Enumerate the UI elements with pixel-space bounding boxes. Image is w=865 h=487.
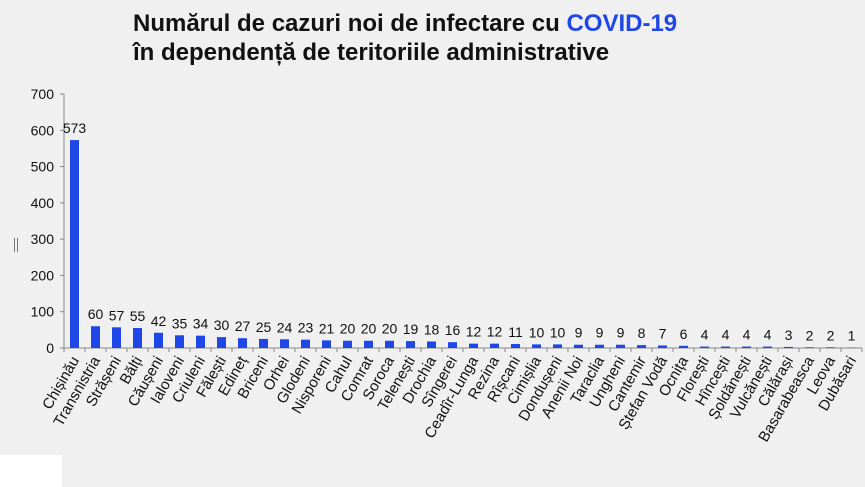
- y-tick-label: 500: [31, 159, 55, 175]
- bar: [784, 346, 793, 348]
- data-label: 30: [214, 317, 230, 333]
- data-label: 21: [319, 320, 335, 336]
- bar: [553, 344, 562, 348]
- y-tick-label: 0: [46, 340, 54, 356]
- data-label: 4: [764, 327, 772, 343]
- bar: [448, 342, 457, 348]
- data-label: 573: [63, 120, 87, 136]
- axis-marker: [14, 238, 18, 252]
- bar: [280, 339, 289, 348]
- data-label: 4: [722, 327, 730, 343]
- bar: [742, 346, 751, 348]
- y-tick-label: 400: [31, 195, 55, 211]
- bar: [112, 327, 121, 348]
- data-label: 12: [487, 324, 503, 340]
- bar: [658, 345, 667, 348]
- bar: [427, 341, 436, 348]
- corner-background: [0, 455, 62, 487]
- bar: [700, 346, 709, 348]
- y-tick-label: 700: [31, 86, 55, 102]
- bar: [469, 343, 478, 348]
- y-tick-label: 100: [31, 304, 55, 320]
- data-label: 9: [617, 325, 625, 341]
- data-label: 10: [529, 324, 545, 340]
- data-label: 42: [151, 313, 167, 329]
- bar: [70, 140, 79, 348]
- title-prefix: Numărul de cazuri noi de infectare cu: [133, 10, 567, 37]
- bar: [238, 338, 247, 348]
- data-label: 12: [466, 324, 482, 340]
- bar: [574, 344, 583, 348]
- y-tick-label: 600: [31, 122, 55, 138]
- data-label: 20: [382, 321, 398, 337]
- data-label: 9: [596, 325, 604, 341]
- data-label: 24: [277, 319, 293, 335]
- bar: [364, 340, 373, 348]
- data-label: 7: [659, 325, 667, 341]
- bar: [763, 346, 772, 348]
- bar: [406, 341, 415, 348]
- data-label: 9: [575, 325, 583, 341]
- bar: [175, 335, 184, 348]
- y-tick-label: 300: [31, 231, 55, 247]
- data-label: 55: [130, 308, 146, 324]
- bar: [721, 346, 730, 348]
- chart-title: Numărul de cazuri noi de infectare cu CO…: [133, 9, 677, 67]
- bar: [154, 332, 163, 348]
- data-label: 1: [848, 328, 856, 344]
- data-label: 4: [743, 327, 751, 343]
- bar: [217, 337, 226, 348]
- data-label: 57: [109, 307, 125, 323]
- bar: [679, 345, 688, 348]
- bar: [532, 344, 541, 348]
- bar: [511, 344, 520, 348]
- title-highlight: COVID-19: [566, 10, 678, 37]
- title-line-1: Numărul de cazuri noi de infectare cu CO…: [133, 9, 677, 38]
- data-label: 2: [806, 327, 814, 343]
- bar: [196, 335, 205, 348]
- y-tick-label: 200: [31, 267, 55, 283]
- title-line-2: în dependență de teritoriile administrat…: [133, 39, 610, 66]
- data-label: 27: [235, 318, 251, 334]
- data-label: 19: [403, 321, 419, 337]
- bar: [91, 326, 100, 348]
- bar: [322, 340, 331, 348]
- bar: [595, 344, 604, 348]
- bar: [805, 347, 814, 348]
- bar: [826, 347, 835, 348]
- data-label: 6: [680, 326, 688, 342]
- data-label: 35: [172, 315, 188, 331]
- data-label: 18: [424, 321, 440, 337]
- data-label: 10: [550, 324, 566, 340]
- bar: [133, 328, 142, 348]
- bar: [301, 339, 310, 348]
- bar: [259, 338, 268, 348]
- data-label: 23: [298, 320, 314, 336]
- data-label: 4: [701, 327, 709, 343]
- data-label: 34: [193, 316, 209, 332]
- data-label: 16: [445, 322, 461, 338]
- data-label: 11: [508, 324, 523, 340]
- data-label: 3: [785, 327, 793, 343]
- bar: [490, 343, 499, 348]
- data-label: 25: [256, 319, 272, 335]
- bar: [343, 340, 352, 348]
- data-label: 20: [361, 321, 377, 337]
- data-label: 8: [638, 325, 646, 341]
- data-label: 20: [340, 321, 356, 337]
- data-label: 60: [88, 306, 104, 322]
- bar: [637, 345, 646, 348]
- bar: [385, 340, 394, 348]
- bar: [616, 344, 625, 348]
- data-label: 2: [827, 327, 835, 343]
